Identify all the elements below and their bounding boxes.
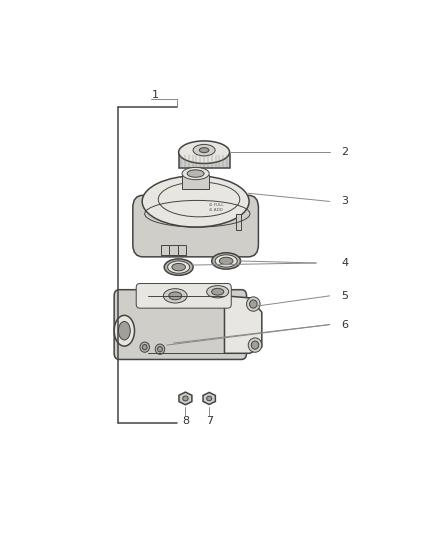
Bar (169, 245, 178, 255)
Ellipse shape (199, 148, 209, 152)
Text: 1: 1 (152, 90, 159, 100)
Ellipse shape (207, 396, 212, 401)
Text: 5: 5 (342, 291, 349, 301)
Text: 2: 2 (341, 147, 349, 157)
Text: 8: 8 (182, 416, 189, 426)
Ellipse shape (168, 261, 190, 273)
Text: 3: 3 (342, 197, 349, 206)
Ellipse shape (251, 341, 259, 349)
Polygon shape (182, 175, 209, 189)
Ellipse shape (114, 316, 134, 346)
FancyBboxPatch shape (136, 284, 231, 308)
Polygon shape (203, 392, 215, 405)
Ellipse shape (172, 263, 185, 271)
Ellipse shape (140, 342, 149, 352)
Ellipse shape (207, 286, 229, 298)
Text: 4: 4 (341, 258, 349, 268)
Text: 6: 6 (342, 320, 349, 329)
Ellipse shape (219, 257, 233, 265)
Ellipse shape (179, 141, 230, 164)
Ellipse shape (169, 292, 182, 300)
Ellipse shape (248, 338, 262, 352)
Bar (178, 245, 187, 255)
Polygon shape (179, 392, 192, 405)
Ellipse shape (155, 344, 165, 354)
Ellipse shape (215, 255, 237, 267)
Ellipse shape (158, 346, 162, 352)
Ellipse shape (183, 396, 188, 401)
Ellipse shape (142, 344, 147, 350)
Text: 7: 7 (205, 416, 213, 426)
FancyBboxPatch shape (114, 290, 247, 359)
Ellipse shape (212, 253, 240, 269)
Ellipse shape (247, 297, 260, 311)
Ellipse shape (182, 167, 209, 180)
Bar (161, 245, 170, 255)
Ellipse shape (193, 144, 215, 156)
Ellipse shape (212, 288, 224, 295)
Ellipse shape (118, 321, 130, 340)
Polygon shape (179, 154, 230, 168)
Ellipse shape (164, 259, 193, 276)
Polygon shape (224, 296, 262, 353)
Ellipse shape (187, 170, 204, 177)
FancyBboxPatch shape (133, 195, 258, 257)
Ellipse shape (250, 300, 257, 308)
Text: ⊙ FULL
⊙ ADD: ⊙ FULL ⊙ ADD (209, 203, 224, 212)
Bar (237, 214, 241, 230)
Ellipse shape (163, 289, 187, 303)
Ellipse shape (142, 176, 249, 227)
